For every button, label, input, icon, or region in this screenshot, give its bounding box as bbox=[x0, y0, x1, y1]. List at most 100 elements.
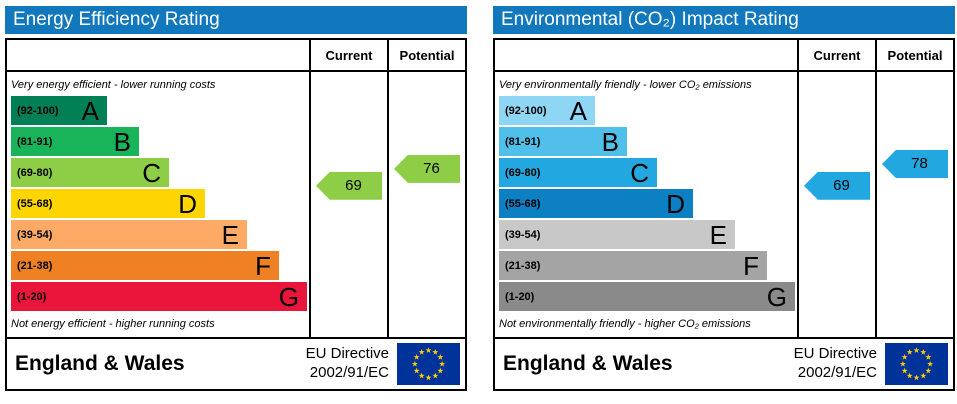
band-bar: (39-54) E bbox=[11, 220, 247, 249]
band-row-c: (69-80) C bbox=[499, 158, 797, 187]
top-scale-note: Very energy efficient - lower running co… bbox=[11, 79, 216, 91]
band-row-e: (39-54) E bbox=[11, 220, 309, 249]
band-range-label: (55-68) bbox=[17, 197, 53, 210]
region-label: England & Wales bbox=[503, 352, 673, 375]
band-row-g: (1-20) G bbox=[11, 282, 309, 311]
band-letter: B bbox=[601, 126, 619, 157]
band-bar: (39-54) E bbox=[499, 220, 735, 249]
band-bar: (1-20) G bbox=[499, 282, 795, 311]
band-letter: D bbox=[666, 188, 685, 219]
eu-directive-line2: 2002/91/EC bbox=[797, 364, 877, 381]
eu-directive-line2: 2002/91/EC bbox=[309, 364, 389, 381]
bands-rows: (92-100) A (81-91) B (69-80) C (55-68) D (39-54)… bbox=[11, 96, 309, 311]
band-row-a: (92-100) A bbox=[499, 96, 797, 125]
chart-title: Energy Efficiency Rating bbox=[13, 9, 220, 30]
potential-column-header: Potential bbox=[387, 40, 465, 70]
chart-body: Very environmentally friendly - lower CO… bbox=[495, 72, 953, 337]
eu-directive-line1: EU Directive bbox=[305, 345, 389, 363]
potential-column: 78 bbox=[875, 72, 953, 337]
energy-efficiency-panel: Energy Efficiency Rating Current Potenti… bbox=[5, 6, 467, 391]
eu-flag-icon bbox=[885, 343, 948, 385]
band-letter: G bbox=[766, 281, 787, 312]
band-range-label: (21-38) bbox=[505, 259, 541, 272]
eu-directive-label: EU Directive 2002/91/EC bbox=[794, 345, 877, 383]
chart-body: Very energy efficient - lower running co… bbox=[7, 72, 465, 337]
current-column-header: Current bbox=[309, 40, 387, 70]
bottom-scale-note: Not environmentally friendly - higher CO… bbox=[499, 318, 751, 330]
band-bar: (69-80) C bbox=[11, 158, 169, 187]
band-letter: E bbox=[709, 219, 727, 250]
bands-rows: (92-100) A (81-91) B (69-80) C (55-68) D (39-54)… bbox=[499, 96, 797, 311]
band-range-label: (1-20) bbox=[17, 290, 47, 303]
band-row-e: (39-54) E bbox=[499, 220, 797, 249]
potential-rating-arrow: 76 bbox=[394, 154, 460, 183]
band-row-a: (92-100) A bbox=[11, 96, 309, 125]
chart-header-spacer bbox=[7, 40, 309, 70]
rating-chart: Current Potential Very energy efficient … bbox=[5, 38, 467, 391]
band-bar: (21-38) F bbox=[499, 251, 767, 280]
chart-column-headers: Current Potential bbox=[495, 40, 953, 72]
band-range-label: (81-91) bbox=[505, 135, 541, 148]
eu-flag-icon bbox=[397, 343, 460, 385]
band-range-label: (21-38) bbox=[17, 259, 53, 272]
band-letter: A bbox=[81, 95, 99, 126]
band-bar: (55-68) D bbox=[499, 189, 693, 218]
band-letter: G bbox=[278, 281, 299, 312]
band-range-label: (1-20) bbox=[505, 290, 535, 303]
epc-rating-page: Energy Efficiency Rating Current Potenti… bbox=[5, 6, 955, 391]
band-letter: A bbox=[569, 95, 587, 126]
eu-directive-label: EU Directive 2002/91/EC bbox=[306, 345, 389, 383]
chart-title: Environmental (CO₂) Impact Rating bbox=[501, 9, 799, 30]
band-letter: C bbox=[142, 157, 161, 188]
region-label: England & Wales bbox=[15, 352, 185, 375]
band-range-label: (39-54) bbox=[17, 228, 53, 241]
current-column: 69 bbox=[797, 72, 875, 337]
chart-footer: England & Wales EU Directive 2002/91/EC bbox=[495, 337, 953, 389]
band-letter: B bbox=[113, 126, 131, 157]
band-row-g: (1-20) G bbox=[499, 282, 797, 311]
band-bar: (81-91) B bbox=[11, 127, 139, 156]
band-row-b: (81-91) B bbox=[499, 127, 797, 156]
rating-bands-area: Very environmentally friendly - lower CO… bbox=[495, 72, 797, 337]
current-column-header: Current bbox=[797, 40, 875, 70]
band-row-d: (55-68) D bbox=[11, 189, 309, 218]
band-range-label: (92-100) bbox=[505, 104, 547, 117]
chart-header-spacer bbox=[495, 40, 797, 70]
chart-title-bar: Energy Efficiency Rating bbox=[5, 6, 467, 34]
band-range-label: (92-100) bbox=[17, 104, 59, 117]
current-rating-arrow: 69 bbox=[316, 171, 382, 200]
band-row-f: (21-38) F bbox=[11, 251, 309, 280]
rating-chart: Current Potential Very environmentally f… bbox=[493, 38, 955, 391]
band-bar: (55-68) D bbox=[11, 189, 205, 218]
band-letter: F bbox=[255, 250, 271, 281]
band-range-label: (69-80) bbox=[17, 166, 53, 179]
current-column: 69 bbox=[309, 72, 387, 337]
band-range-label: (55-68) bbox=[505, 197, 541, 210]
band-letter: F bbox=[743, 250, 759, 281]
band-letter: D bbox=[178, 188, 197, 219]
band-letter: E bbox=[221, 219, 239, 250]
eu-directive-line1: EU Directive bbox=[793, 345, 877, 363]
band-range-label: (69-80) bbox=[505, 166, 541, 179]
band-bar: (1-20) G bbox=[11, 282, 307, 311]
band-bar: (92-100) A bbox=[11, 96, 107, 125]
bottom-scale-note: Not energy efficient - higher running co… bbox=[11, 318, 215, 330]
band-range-label: (39-54) bbox=[505, 228, 541, 241]
rating-bands-area: Very energy efficient - lower running co… bbox=[7, 72, 309, 337]
chart-footer: England & Wales EU Directive 2002/91/EC bbox=[7, 337, 465, 389]
band-row-b: (81-91) B bbox=[11, 127, 309, 156]
band-row-c: (69-80) C bbox=[11, 158, 309, 187]
potential-column: 76 bbox=[387, 72, 465, 337]
potential-column-header: Potential bbox=[875, 40, 953, 70]
band-letter: C bbox=[630, 157, 649, 188]
band-bar: (81-91) B bbox=[499, 127, 627, 156]
band-bar: (92-100) A bbox=[499, 96, 595, 125]
chart-column-headers: Current Potential bbox=[7, 40, 465, 72]
potential-rating-arrow: 78 bbox=[882, 150, 948, 179]
co2-impact-panel: Environmental (CO₂) Impact Rating Curren… bbox=[493, 6, 955, 391]
band-row-d: (55-68) D bbox=[499, 189, 797, 218]
band-row-f: (21-38) F bbox=[499, 251, 797, 280]
chart-title-bar: Environmental (CO₂) Impact Rating bbox=[493, 6, 955, 34]
band-bar: (21-38) F bbox=[11, 251, 279, 280]
band-bar: (69-80) C bbox=[499, 158, 657, 187]
